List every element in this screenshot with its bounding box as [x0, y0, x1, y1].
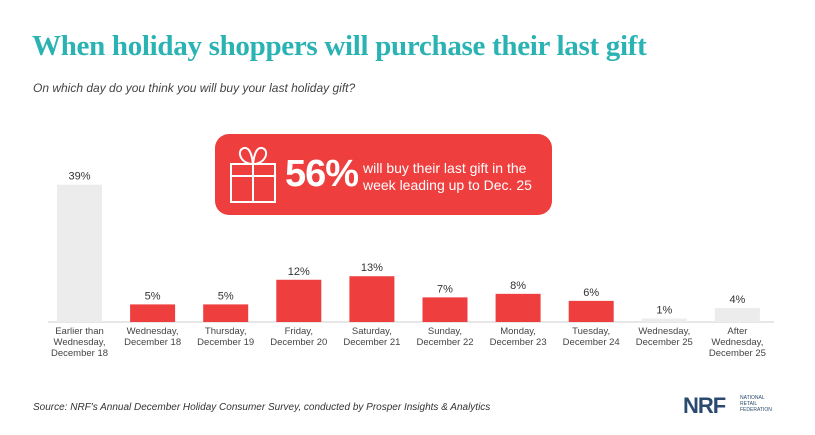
logo-letters: NRF	[683, 393, 726, 418]
data-label: 5%	[145, 290, 161, 302]
category-label: Thursday, December 19	[197, 326, 254, 348]
bar	[568, 300, 614, 322]
bar	[349, 276, 395, 322]
bar	[714, 307, 760, 322]
gift-icon	[230, 146, 276, 203]
category-label: Wednesday, December 18	[124, 326, 181, 348]
category-label: Monday, December 23	[490, 326, 547, 348]
summary-callout: 56% will buy their last gift in the week…	[215, 134, 552, 215]
category-label: After Wednesday, December 25	[709, 326, 766, 359]
callout-percent: 56%	[285, 153, 359, 195]
bar	[422, 297, 468, 322]
category-label: Friday, December 20	[270, 326, 327, 348]
category-label: Earlier than Wednesday, December 18	[51, 326, 108, 359]
category-label: Tuesday, December 24	[563, 326, 620, 348]
page-title: When holiday shoppers will purchase thei…	[32, 30, 647, 62]
data-label: 39%	[68, 171, 90, 183]
bar	[495, 293, 541, 322]
category-label: Wednesday, December 25	[636, 326, 693, 348]
category-label: Saturday, December 21	[343, 326, 400, 348]
bar	[203, 304, 249, 322]
chart-subtitle: On which day do you think you will buy y…	[33, 81, 356, 95]
bar	[130, 304, 176, 322]
data-label: 12%	[288, 266, 310, 278]
data-label: 6%	[583, 287, 599, 299]
callout-text: will buy their last gift in the week lea…	[363, 160, 532, 193]
bar	[641, 318, 687, 322]
data-label: 7%	[437, 283, 453, 295]
data-label: 1%	[656, 304, 672, 316]
bar	[57, 184, 102, 322]
source-note: Source: NRF's Annual December Holiday Co…	[33, 402, 491, 413]
category-label: Sunday, December 22	[416, 326, 473, 348]
logo-subtext: NATIONAL RETAIL FEDERATION	[740, 395, 772, 413]
data-label: 13%	[361, 262, 383, 274]
data-label: 8%	[510, 280, 526, 292]
data-label: 4%	[729, 294, 745, 306]
bar	[276, 279, 322, 322]
data-label: 5%	[218, 290, 234, 302]
